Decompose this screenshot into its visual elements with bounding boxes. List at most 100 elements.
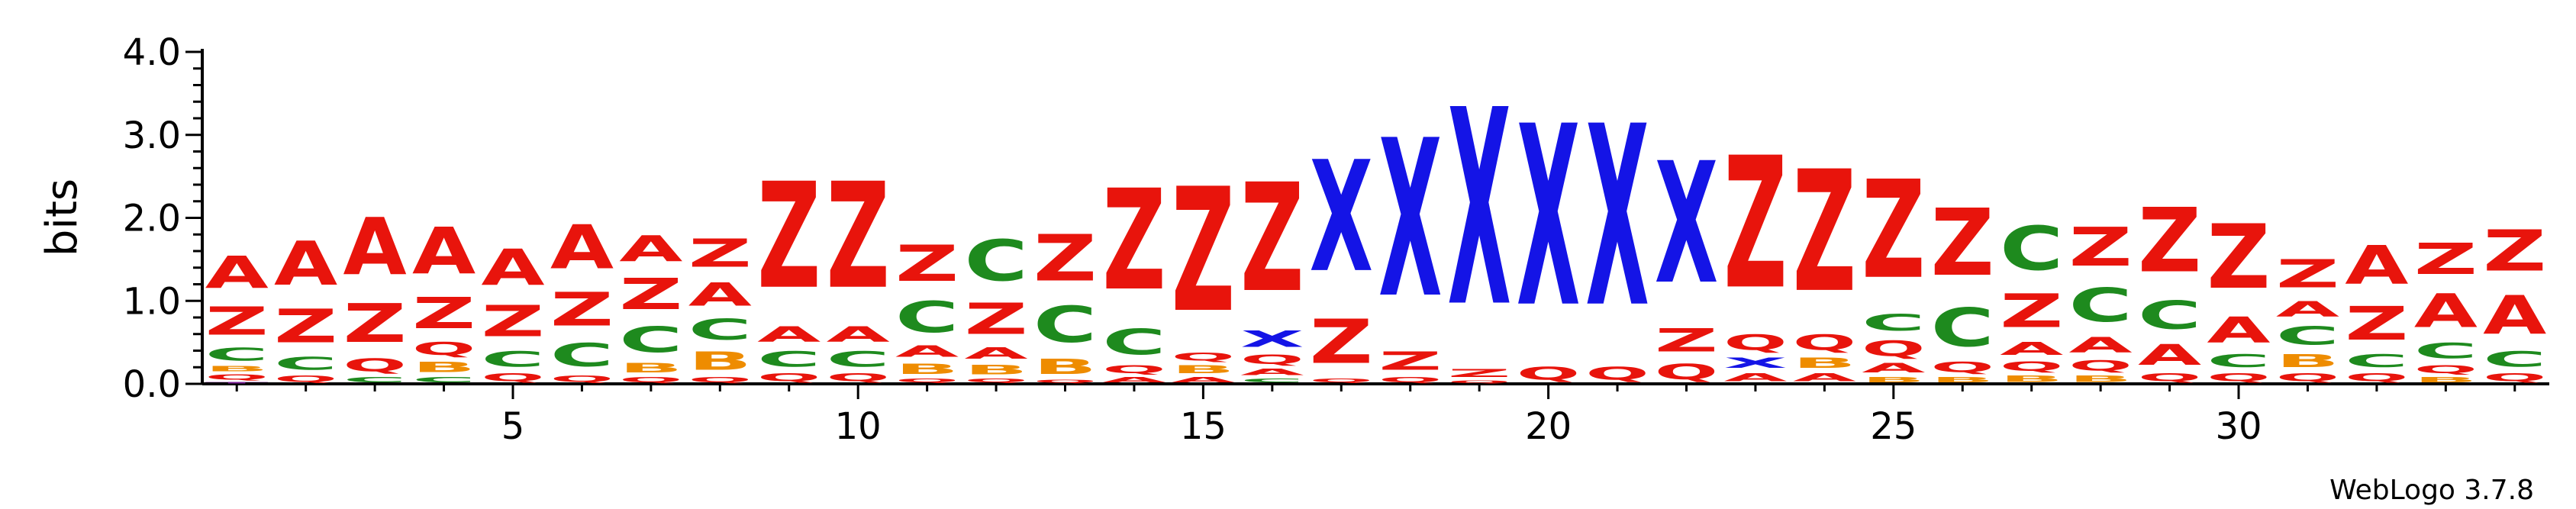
logo-glyph-Z: Z [1448,367,1511,379]
y-axis-label: bits [37,179,87,256]
logo-glyph-Z: Z [412,288,476,338]
y-tick-label: 1.0 [123,280,181,323]
logo-glyph-C: C [1862,309,1925,336]
logo-glyph-C: C [2483,346,2546,371]
logo-glyph-Z: Z [1240,151,1304,325]
logo-glyph-Q: Q [2483,372,2546,384]
logo-glyph-C: C [1102,322,1165,363]
logo-glyph-Z: Z [1033,221,1097,295]
logo-glyph-Q: Q [2414,363,2478,375]
logo-glyph-B: B [205,365,269,373]
logo-glyph-C: C [550,337,614,374]
logo-glyph-C: C [2414,338,2478,362]
logo-glyph-Q: Q [1517,363,1580,384]
x-tick-label: 5 [501,405,525,448]
logo-glyph-Q: Q [964,377,1027,384]
logo-glyph-Q: Q [2207,372,2270,384]
logo-glyph-Z: Z [895,234,959,292]
logo-glyph-X: X [1517,74,1580,363]
x-tick-label: 10 [835,405,882,448]
logo-glyph-Z: Z [1931,189,1994,296]
logo-column-17: QZX [1310,128,1373,384]
logo-glyph-X: X [1240,326,1304,353]
logo-glyph-C: C [827,346,890,371]
logo-glyph-A: A [1723,372,1787,384]
logo-column-19: QZX [1448,53,1511,384]
logo-glyph-Z: Z [757,153,821,322]
logo-glyph-Z: Z [2207,207,2270,310]
logo-glyph-C: C [2207,351,2270,372]
logo-glyph-Q: Q [2000,359,2063,374]
logo-glyph-A: A [205,247,269,298]
x-tick-label: 20 [1525,405,1572,448]
x-tick-label: 15 [1180,405,1227,448]
logo-glyph-A: A [1240,367,1304,377]
logo-glyph-Q: Q [412,338,476,359]
logo-glyph-Q: Q [1378,375,1442,384]
y-tick-label: 2.0 [123,198,181,240]
logo-glyph-Z: Z [2414,235,2478,285]
logo-glyph-Z: Z [1172,151,1235,350]
logo-column-21: QX [1585,74,1649,384]
logo-glyph-A: A [481,239,544,296]
logo-glyph-X: X [1723,355,1787,372]
logo-glyph-Z: Z [1655,322,1718,359]
y-axis: 0.0 1.0 2.0 3.0 4.0 [123,31,204,406]
y-tick-label: 0.0 [123,363,181,406]
logo-glyph-Q: Q [1310,377,1373,384]
logo-glyph-A: A [2207,309,2270,350]
logo-glyph-C: C [757,346,821,371]
logo-glyph-A: A [2483,285,2546,346]
logo-glyph-A: A [827,321,891,346]
logo-glyph-Q: Q [343,355,407,375]
logo-glyph-Z: Z [205,298,269,343]
logo-glyph-A: A [2069,333,2133,358]
logo-glyph-Q: Q [1931,359,1994,376]
logo-glyph-Q: Q [688,375,752,384]
logo-glyph-Q: Q [757,372,821,384]
logo-glyph-Q: Q [2138,372,2201,384]
logo-glyph-Q: Q [2069,357,2133,374]
logo-glyph-C: C [205,344,269,365]
logo-glyph-B: B [2000,374,2063,384]
logo-glyph-Z: Z [2069,217,2133,279]
logo-glyph-Q: Q [1585,363,1649,384]
logo-glyph-A: A [1172,375,1235,384]
logo-glyph-B: B [412,359,476,376]
logo-glyph-B: B [2276,351,2339,372]
logo-glyph-Z: Z [1862,153,1925,309]
logo-glyph-B: B [1793,355,1856,372]
logo-glyph-C: C [481,346,544,371]
logo-glyph-A: A [1793,372,1856,384]
logo-glyph-B: B [895,361,959,378]
logo-glyph-C: C [688,314,752,346]
logo-glyph-B: B [1172,363,1235,375]
logo-glyph-B: B [619,361,682,375]
logo-glyph-C: C [412,375,476,384]
logo-glyph-X: X [1378,94,1442,346]
logo-glyph-Z: Z [827,153,890,322]
logo-glyph-Z: Z [964,295,1027,344]
logo-glyph-Q: Q [895,377,959,384]
logo-glyph-Q: Q [619,375,682,384]
logo-glyph-A: A [274,229,337,299]
